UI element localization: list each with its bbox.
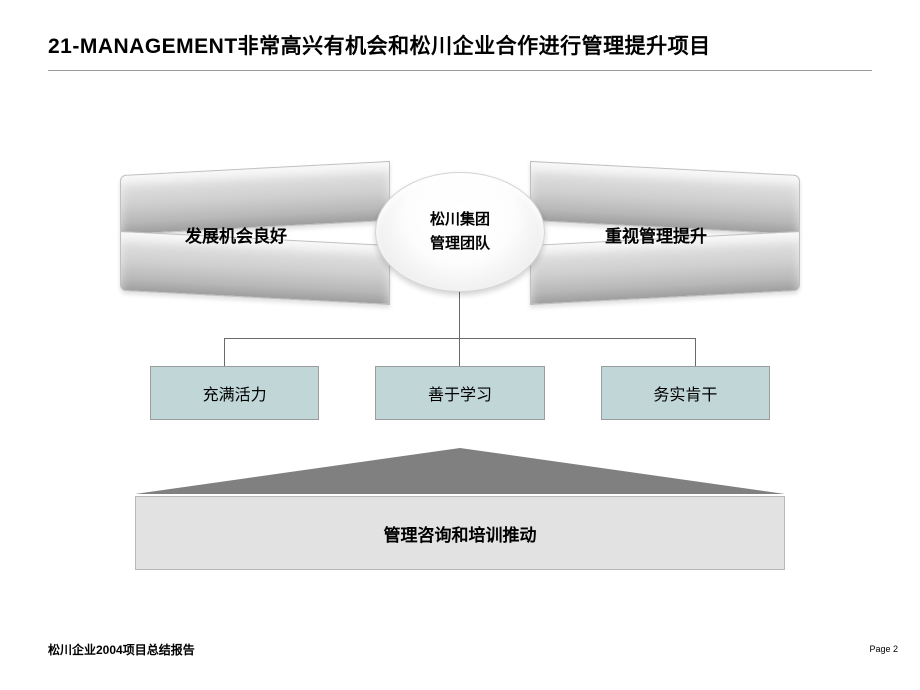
connector-line [459, 338, 460, 366]
center-oval-text-1: 松川集团 [430, 208, 490, 232]
banner-center-oval: 松川集团 管理团队 [375, 172, 545, 292]
trio-box: 充满活力 [150, 366, 319, 420]
trio-row: 充满活力 善于学习 务实肯干 [150, 366, 770, 420]
trio-box: 善于学习 [375, 366, 544, 420]
diagram-stage: 松川集团 管理团队 发展机会良好 重视管理提升 充满活力 善于学习 务实肯干 管… [0, 0, 920, 690]
connector-line [459, 292, 460, 338]
triangle-shape [135, 448, 785, 494]
connector-line [224, 338, 696, 339]
connector-line [224, 338, 225, 366]
footer-page-number: Page 2 [869, 644, 898, 654]
base-bar-label: 管理咨询和培训推动 [384, 521, 537, 546]
footer-left-text: 松川企业2004项目总结报告 [48, 641, 195, 658]
banner-left-label: 发展机会良好 [185, 222, 287, 247]
trio-box: 务实肯干 [601, 366, 770, 420]
center-oval-text-2: 管理团队 [430, 232, 490, 256]
connector-line [695, 338, 696, 366]
base-bar: 管理咨询和培训推动 [135, 496, 785, 570]
banner-right-label: 重视管理提升 [605, 222, 707, 247]
